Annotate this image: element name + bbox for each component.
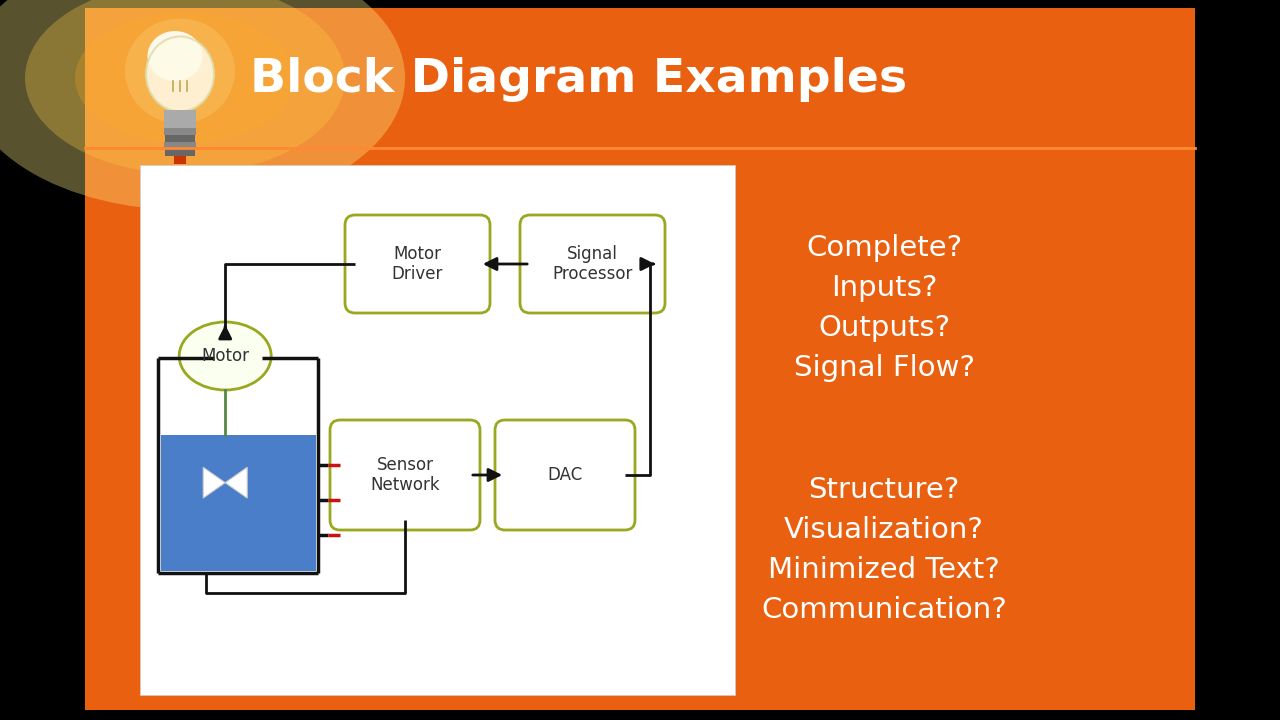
Text: Sensor
Network: Sensor Network xyxy=(370,456,440,495)
Text: Signal Flow?: Signal Flow? xyxy=(794,354,974,382)
Text: Block Diagram Examples: Block Diagram Examples xyxy=(250,58,908,102)
Bar xyxy=(174,156,186,164)
Bar xyxy=(84,8,1196,710)
FancyBboxPatch shape xyxy=(520,215,666,313)
Text: Structure?: Structure? xyxy=(809,476,960,504)
Ellipse shape xyxy=(179,322,271,390)
Bar xyxy=(157,358,317,573)
Bar xyxy=(165,149,195,156)
Ellipse shape xyxy=(0,0,404,210)
Text: Motor
Driver: Motor Driver xyxy=(392,245,443,284)
FancyBboxPatch shape xyxy=(495,420,635,530)
Ellipse shape xyxy=(76,12,294,144)
FancyBboxPatch shape xyxy=(330,420,480,530)
FancyBboxPatch shape xyxy=(346,215,490,313)
Text: Complete?: Complete? xyxy=(806,234,963,262)
Bar xyxy=(140,165,735,695)
Ellipse shape xyxy=(146,37,214,112)
Text: Signal
Processor: Signal Processor xyxy=(552,245,632,284)
Text: Outputs?: Outputs? xyxy=(818,314,950,342)
Bar xyxy=(164,110,196,128)
Text: DAC: DAC xyxy=(548,466,582,484)
Text: Communication?: Communication? xyxy=(762,596,1007,624)
Bar xyxy=(164,128,196,135)
Text: Inputs?: Inputs? xyxy=(831,274,937,302)
Ellipse shape xyxy=(26,0,346,174)
Bar xyxy=(160,436,315,570)
Ellipse shape xyxy=(147,31,202,81)
Polygon shape xyxy=(204,467,225,498)
Bar xyxy=(165,135,195,142)
Polygon shape xyxy=(225,467,247,498)
Ellipse shape xyxy=(125,19,236,124)
Text: Visualization?: Visualization? xyxy=(785,516,984,544)
Bar xyxy=(164,142,196,149)
Text: Motor: Motor xyxy=(201,347,250,365)
Text: Minimized Text?: Minimized Text? xyxy=(768,556,1000,584)
